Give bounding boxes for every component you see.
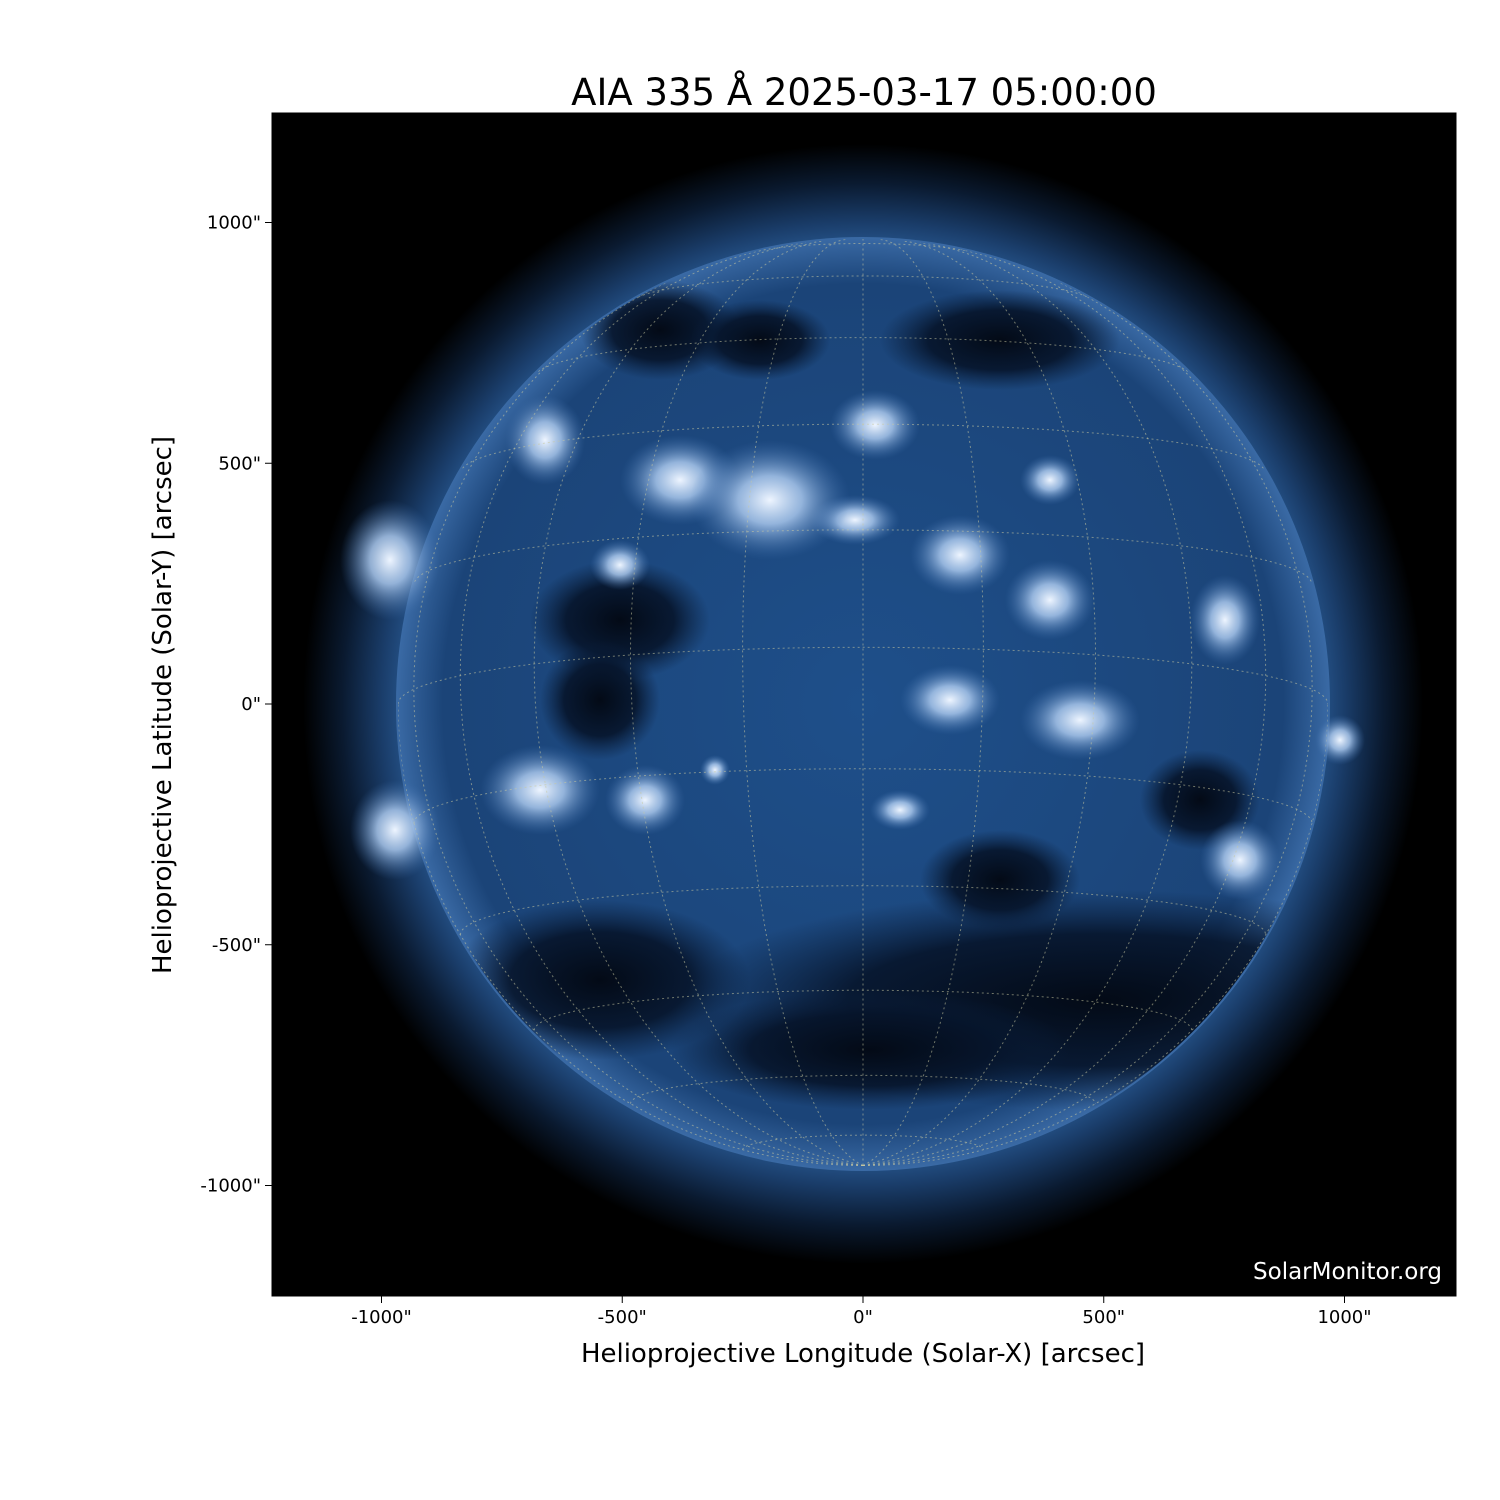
x-tick-label: 0" [853,1307,873,1328]
active-region [870,790,930,830]
parallel-line [630,1074,1096,1104]
y-tick-label: 0" [241,694,261,715]
chart-title: AIA 335 Å 2025-03-17 05:00:00 [571,70,1157,114]
active-region [1020,680,1140,760]
x-tick-label: -1000" [351,1307,412,1328]
y-axis-label: Helioprojective Latitude (Solar-Y) [arcs… [148,436,178,974]
limb-brightening [350,780,440,880]
y-tick-label: 1000" [207,213,261,234]
x-axis-label: Helioprojective Longitude (Solar-X) [arc… [581,1339,1145,1369]
active-region [505,395,585,485]
parallel-line [638,275,1088,298]
coronal-hole [450,900,750,1060]
y-tick-label: -1000" [200,1176,261,1197]
coronal-hole [920,830,1080,930]
parallel-line [537,337,1189,372]
active-region [910,515,1010,595]
solar-image [272,113,1456,1296]
meridian-line [742,239,864,1166]
coronal-hole [670,990,1070,1110]
active-region [1200,820,1280,900]
meridian-line [533,242,864,1166]
parallel-line [398,646,1328,705]
x-tick-label: 500" [1082,1307,1125,1328]
limb-brightening [340,500,440,620]
meridian-line [862,239,984,1166]
active-region [900,665,1000,735]
y-tick-label: 500" [218,453,261,474]
active-region [590,540,650,590]
meridian-line [862,242,1193,1166]
watermark: SolarMonitor.org [1253,1259,1442,1285]
parallel-line [414,529,1312,582]
limb-brightening [1315,715,1365,765]
active-region [1190,575,1260,665]
active-region [605,765,685,835]
x-tick-label: -500" [598,1307,647,1328]
coronal-hole [540,640,660,760]
coordinate-grid [398,239,1328,1166]
active-region [1020,455,1080,505]
coronal-hole [880,290,1120,390]
active-region [1005,560,1095,640]
y-tick-label: -500" [212,935,261,956]
active-region [830,390,920,460]
active-region [690,440,850,560]
parallel-line [459,885,1267,935]
parallel-line [462,423,1264,469]
parallel-line [533,989,1193,1031]
meridian-line [862,248,1267,1166]
meridian-line [459,248,864,1166]
active-region [700,755,730,785]
x-tick-label: 1000" [1317,1307,1371,1328]
active-region [480,745,600,835]
